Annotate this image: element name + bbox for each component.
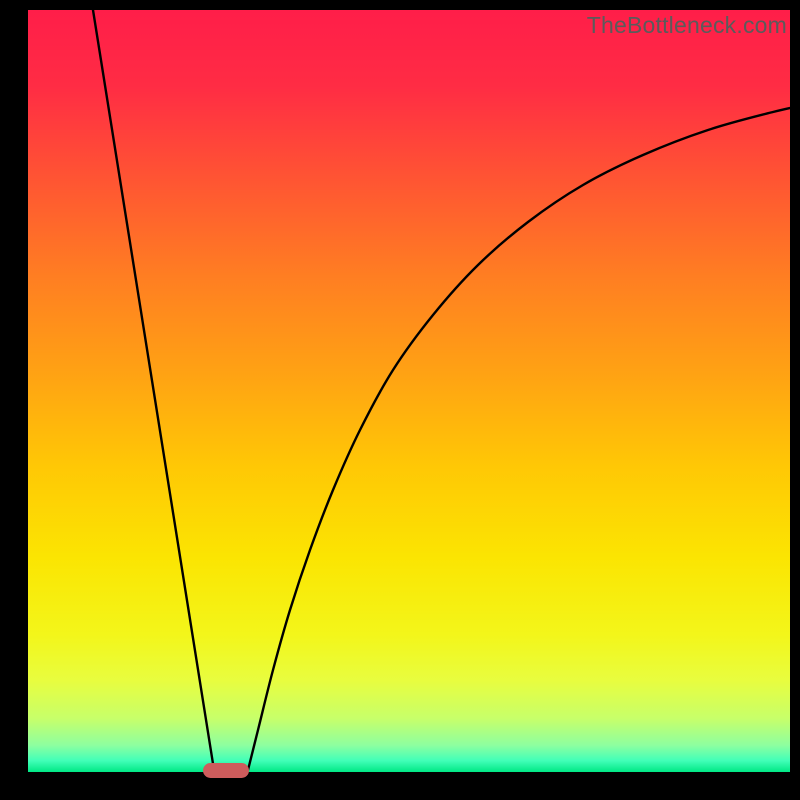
plot-area bbox=[28, 10, 790, 772]
valley-marker bbox=[203, 763, 249, 778]
chart-frame: TheBottleneck.com bbox=[0, 0, 800, 800]
watermark-text: TheBottleneck.com bbox=[587, 12, 787, 39]
bottleneck-curve bbox=[28, 10, 790, 772]
